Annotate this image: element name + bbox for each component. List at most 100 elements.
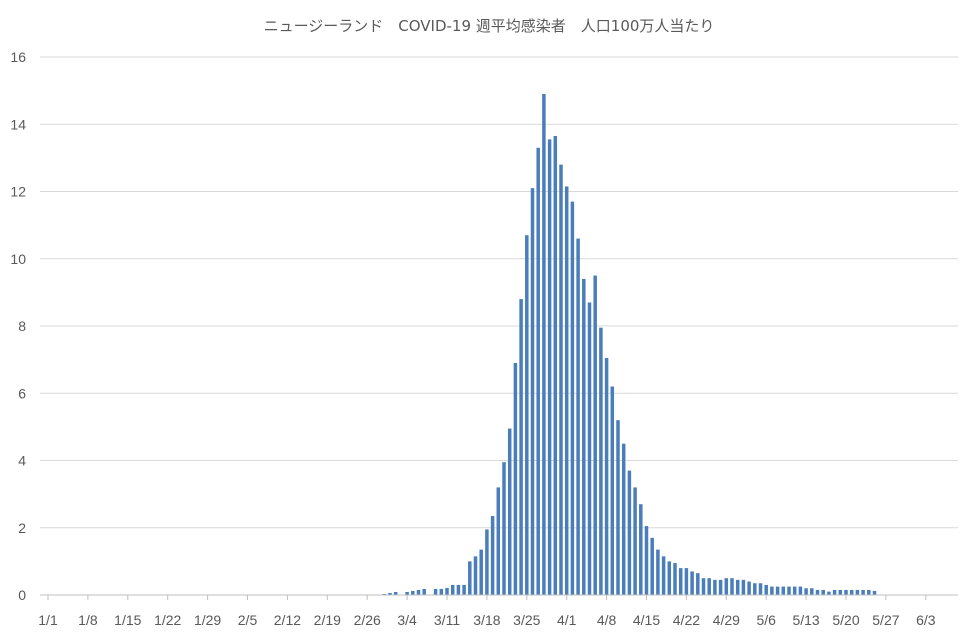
bar [844, 589, 848, 595]
bar [627, 470, 632, 595]
bar [764, 584, 768, 595]
bar [656, 549, 660, 595]
bar [519, 299, 523, 595]
bar [747, 581, 751, 595]
bar [507, 428, 512, 595]
y-tick-label: 4 [18, 453, 26, 469]
x-tick-label: 2/19 [314, 612, 341, 628]
x-tick-label: 3/11 [434, 612, 460, 628]
bar [610, 386, 615, 595]
x-tick-label: 3/25 [513, 612, 540, 628]
bar [473, 556, 478, 595]
bar [411, 590, 415, 595]
bar [479, 549, 483, 595]
bar [810, 588, 814, 595]
bar [696, 573, 700, 595]
bar [673, 563, 677, 595]
bar [445, 587, 449, 595]
x-tick-label: 1/15 [114, 612, 141, 628]
bar [804, 588, 808, 595]
bar [775, 586, 780, 595]
bar [530, 188, 535, 595]
bar [718, 579, 723, 595]
bar [724, 578, 729, 595]
bar [667, 561, 672, 596]
bar [872, 590, 877, 595]
y-tick-label: 14 [10, 116, 26, 132]
bar [827, 591, 831, 595]
bar [741, 579, 746, 595]
bar [787, 586, 791, 595]
bar [439, 588, 444, 595]
y-tick-label: 16 [10, 49, 26, 65]
y-tick-label: 2 [18, 520, 26, 536]
bar [798, 586, 803, 595]
bar [792, 586, 797, 595]
x-tick-label: 5/20 [832, 612, 859, 628]
y-tick-label: 6 [18, 385, 26, 401]
bar [382, 593, 387, 595]
bar [753, 583, 757, 595]
bar [701, 578, 706, 595]
x-tick-label: 1/22 [154, 612, 181, 628]
bar [815, 589, 820, 595]
bar [593, 275, 597, 595]
bar [393, 591, 398, 595]
x-tick-label: 5/6 [756, 612, 776, 628]
bar [433, 588, 438, 595]
bar [462, 584, 466, 595]
y-tick-label: 10 [10, 251, 26, 267]
bar [644, 526, 649, 595]
x-tick-label: 3/4 [397, 612, 417, 628]
bar [536, 147, 540, 596]
x-tick-label: 2/5 [238, 612, 258, 628]
bar [821, 589, 825, 595]
bar [861, 589, 865, 595]
bar [513, 362, 518, 595]
bar [599, 327, 603, 595]
y-tick-label: 8 [18, 318, 26, 334]
bar [849, 589, 854, 595]
bar [422, 588, 426, 595]
bar [713, 579, 717, 595]
bar [416, 589, 421, 595]
x-tick-label: 6/3 [916, 612, 936, 628]
bar [707, 578, 711, 595]
bar [496, 487, 501, 595]
x-tick-label: 4/15 [633, 612, 660, 628]
bar [582, 278, 586, 595]
bar [450, 584, 455, 595]
bar [490, 515, 495, 595]
bar [678, 568, 683, 595]
bar [758, 583, 763, 595]
bar [730, 578, 734, 595]
bar [639, 504, 643, 595]
bar [405, 591, 409, 595]
bar [684, 568, 689, 595]
bar [781, 586, 786, 595]
bar [559, 164, 563, 595]
bar [633, 487, 637, 595]
x-tick-label: 5/27 [872, 612, 899, 628]
bar [502, 462, 506, 595]
x-tick-label: 1/29 [194, 612, 221, 628]
y-tick-label: 12 [10, 184, 26, 200]
bar [525, 235, 529, 595]
bar [388, 592, 392, 595]
bar [547, 139, 552, 595]
bar [650, 537, 654, 595]
x-tick-label: 4/8 [597, 612, 617, 628]
bar [690, 571, 694, 595]
bar [832, 589, 837, 595]
x-tick-label: 3/18 [473, 612, 500, 628]
bar [485, 529, 489, 595]
x-tick-label: 4/1 [557, 612, 577, 628]
bar [661, 556, 666, 595]
x-tick-label: 2/26 [354, 612, 381, 628]
bar [867, 589, 871, 595]
bar [616, 420, 620, 595]
bar [570, 201, 575, 595]
bar [456, 584, 461, 595]
